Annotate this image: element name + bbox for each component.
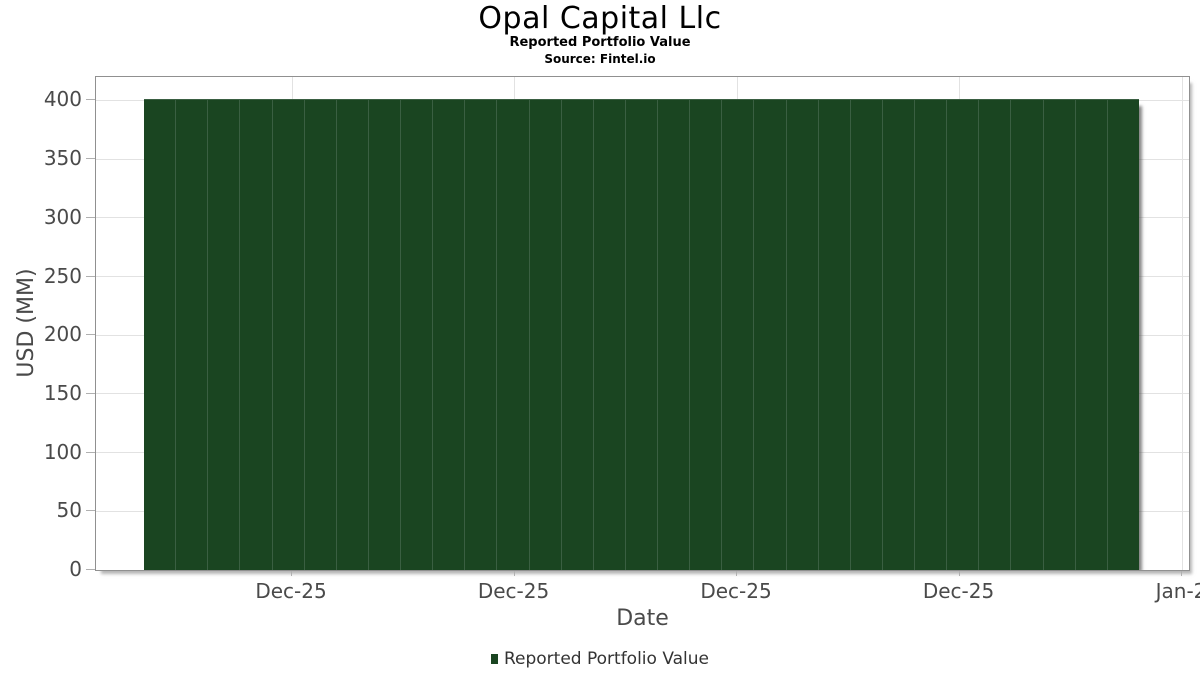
bar	[818, 99, 851, 570]
bar	[593, 99, 626, 570]
bar	[1107, 99, 1139, 570]
v-gridline	[1181, 77, 1183, 570]
y-tick-label: 0	[69, 557, 82, 581]
y-tick-label: 250	[43, 263, 82, 288]
y-tick-mark	[86, 275, 95, 277]
bar	[754, 99, 787, 570]
plot-area	[95, 76, 1190, 571]
y-tick-mark	[86, 510, 95, 512]
bar	[368, 99, 401, 570]
bar	[1043, 99, 1076, 570]
bar	[304, 99, 337, 570]
y-tick-label: 50	[56, 498, 82, 523]
legend-label: Reported Portfolio Value	[503, 649, 710, 669]
x-tick-mark	[1181, 571, 1182, 576]
bar	[658, 99, 691, 570]
bar	[722, 99, 755, 570]
x-tick-label: Jan-2	[1155, 579, 1200, 603]
bar	[336, 99, 369, 570]
y-tick-label: 200	[43, 322, 82, 347]
y-tick-label: 150	[43, 380, 82, 405]
y-tick-mark	[86, 392, 95, 394]
bar	[176, 99, 209, 570]
x-tick-mark	[736, 571, 737, 576]
bar	[240, 99, 273, 570]
chart-source: Source: Fintel.io	[544, 52, 656, 66]
bar	[1075, 99, 1108, 570]
x-tick-mark	[513, 571, 515, 576]
bar	[850, 99, 883, 570]
bar	[947, 99, 980, 570]
x-tick-mark	[958, 571, 960, 576]
bar-series	[144, 99, 1139, 570]
legend-swatch-icon	[490, 654, 498, 664]
bar	[272, 99, 305, 570]
bar	[465, 99, 498, 570]
y-tick-label: 100	[43, 439, 82, 464]
bar	[625, 99, 658, 570]
y-tick-mark	[86, 451, 95, 453]
chart-subtitle: Reported Portfolio Value	[509, 35, 691, 50]
x-tick-label: Dec-25	[255, 579, 327, 603]
bar	[401, 99, 434, 570]
legend: Reported Portfolio Value	[0, 646, 1200, 672]
x-tick-label: Dec-25	[922, 579, 995, 603]
bar	[1011, 99, 1044, 570]
bar	[497, 99, 530, 570]
bar	[979, 99, 1012, 570]
bar	[915, 99, 948, 570]
x-tick-label: Dec-25	[477, 579, 550, 603]
y-tick-label: 400	[43, 87, 82, 112]
x-axis-label: Date	[616, 606, 669, 631]
y-tick-mark	[86, 569, 95, 570]
bar	[786, 99, 819, 570]
bar	[144, 99, 177, 570]
bar	[882, 99, 915, 570]
y-tick-mark	[86, 99, 95, 101]
y-tick-label: 350	[43, 146, 82, 171]
bar	[529, 99, 562, 570]
y-tick-mark	[86, 158, 95, 160]
bar	[690, 99, 723, 570]
y-tick-mark	[86, 216, 95, 218]
x-tick-mark	[291, 571, 292, 576]
bar	[433, 99, 466, 570]
y-tick-label: 300	[43, 204, 82, 229]
x-tick-label: Dec-25	[700, 579, 772, 603]
bar	[561, 99, 594, 570]
y-tick-mark	[86, 334, 95, 336]
page-title: Opal Capital Llc	[478, 1, 722, 36]
bar	[208, 99, 241, 570]
